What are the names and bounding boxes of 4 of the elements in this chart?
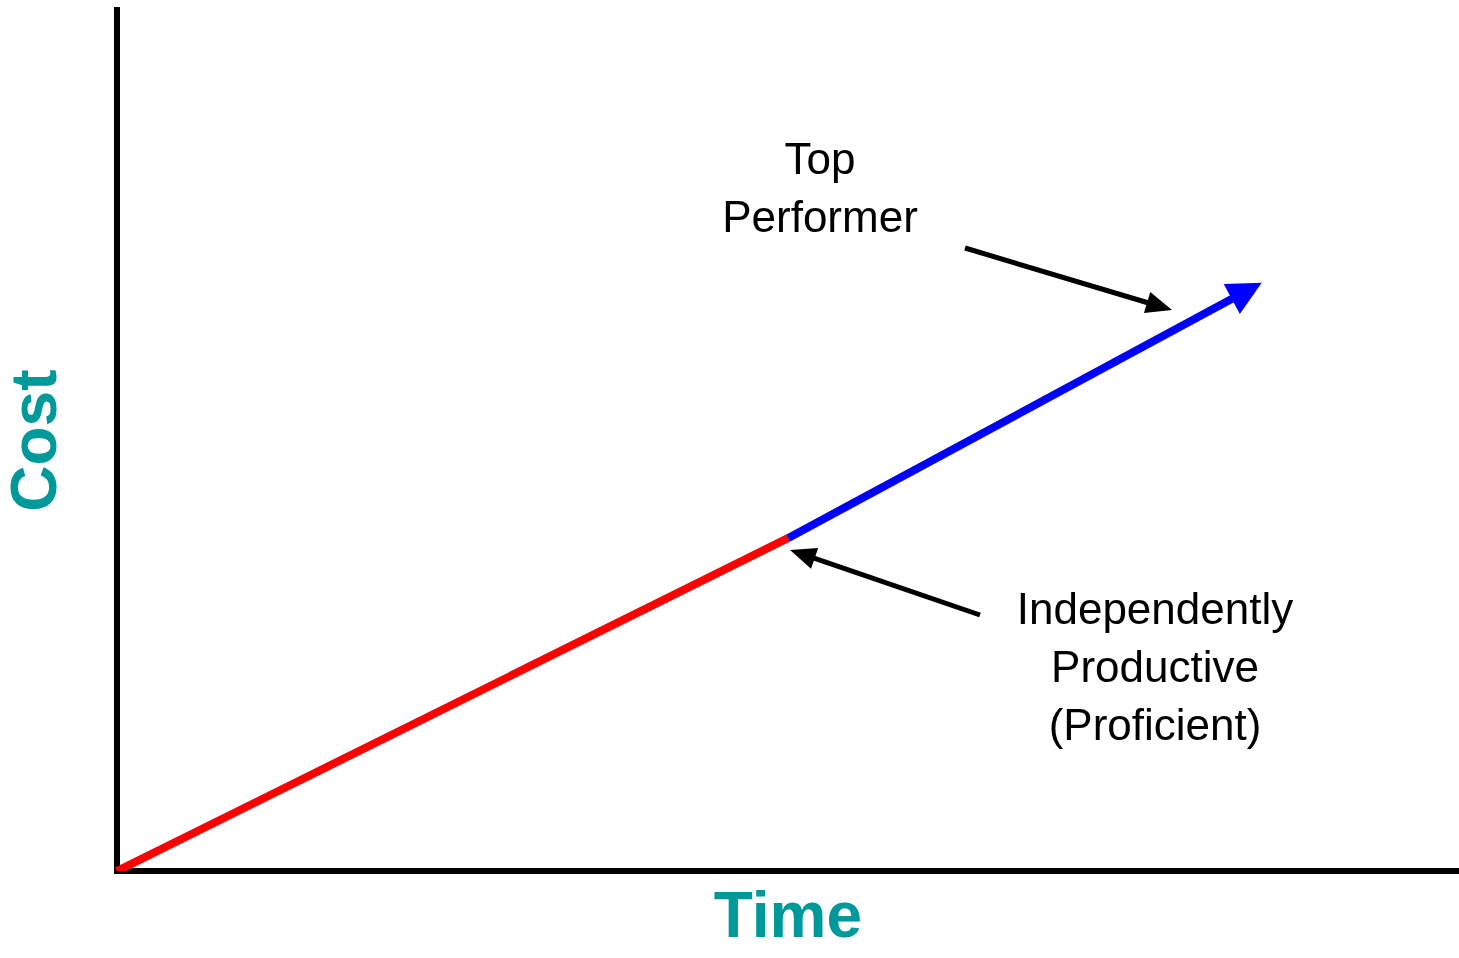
- text: Top Performer: [721, 133, 919, 243]
- annotation: Independently Productive (Proficient): [1015, 583, 1295, 751]
- y-axis-title: Cost: [0, 369, 71, 512]
- x-axis-title: Time: [713, 879, 863, 952]
